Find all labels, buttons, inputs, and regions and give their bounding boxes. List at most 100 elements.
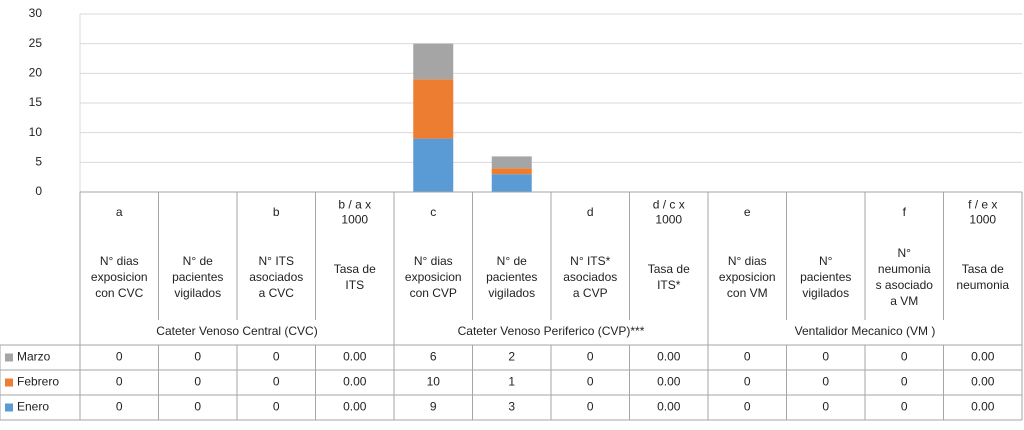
data-label: 0 [273,350,280,364]
y-tick-label: 20 [29,66,43,80]
data-label: 0 [273,400,280,414]
data-label: 0 [116,350,123,364]
x-tick-label: N° ITS [259,254,294,268]
category-code: b / a x [338,198,371,212]
legend-label: Febrero [17,375,59,389]
x-tick-label: a CVC [259,286,295,300]
data-label: 9 [430,400,437,414]
data-label: 0.00 [971,350,995,364]
y-tick-label: 30 [29,6,43,20]
group-label: Cateter Venoso Periferico (CVP)*** [458,324,645,338]
bar-segment [413,138,454,192]
x-tick-label: con VM [727,286,768,300]
legend-swatch [5,403,13,412]
x-tick-label: vigilados [488,286,535,300]
legend-swatch [5,353,13,362]
bar-segment [491,174,532,192]
data-label: 0.00 [343,400,367,414]
x-tick-label: con CVC [95,286,143,300]
x-tick-label: con CVP [410,286,457,300]
data-label: 0.00 [343,350,367,364]
category-code: 1000 [969,213,996,227]
data-label: 0 [116,400,123,414]
x-tick-label: Tasa de [648,262,690,276]
x-tick-label: N° dias [414,254,453,268]
data-label: 0 [194,400,201,414]
x-tick-label: a VM [890,294,918,308]
x-tick-label: N° de [183,254,213,268]
category-code: f [903,205,907,219]
x-tick-label: ITS [345,278,364,292]
category-code: 1000 [341,213,368,227]
x-tick-label: neumonia [878,262,931,276]
data-label: 0.00 [971,375,995,389]
category-code: a [116,205,123,219]
x-tick-label: N° [819,254,833,268]
y-tick-label: 25 [29,36,43,50]
data-label: 0 [822,400,829,414]
group-label: Cateter Venoso Central (CVC) [156,324,317,338]
y-tick-label: 0 [35,184,42,198]
x-tick-label: pacientes [172,270,223,284]
category-code: d / c x [653,198,685,212]
group-label: Ventalidor Mecanico (VM ) [795,324,936,338]
data-label: 0 [194,350,201,364]
y-tick-label: 5 [35,155,42,169]
data-label: 0 [744,350,751,364]
y-tick-label: 15 [29,95,43,109]
data-label: 0 [744,400,751,414]
data-label: 3 [508,400,515,414]
y-tick-label: 10 [29,125,43,139]
data-label: 0 [587,400,594,414]
data-label: 0.00 [657,400,681,414]
data-label: 0.00 [657,350,681,364]
data-label: 0 [116,375,123,389]
x-tick-label: N° dias [728,254,767,268]
data-label: 0.00 [343,375,367,389]
x-tick-label: asociados [563,270,617,284]
data-label: 0 [587,350,594,364]
data-label: 0.00 [657,375,681,389]
category-code: e [744,205,751,219]
data-label: 0.00 [971,400,995,414]
x-tick-label: N° [898,246,912,260]
bar-segment [413,43,454,80]
category-code: c [430,205,436,219]
x-tick-label: neumonia [956,278,1009,292]
x-tick-label: s asociado [876,278,934,292]
legend-label: Marzo [17,350,51,364]
x-tick-label: N° ITS* [570,254,610,268]
x-tick-label: exposicion [719,270,776,284]
x-tick-label: exposicion [91,270,148,284]
x-tick-label: a CVP [573,286,608,300]
legend-swatch [5,378,13,387]
legend-label: Enero [17,400,49,414]
data-label: 2 [508,350,515,364]
category-code: f / e x [968,198,997,212]
x-tick-label: vigilados [802,286,849,300]
data-label: 0 [587,375,594,389]
data-label: 0 [273,375,280,389]
x-tick-label: pacientes [486,270,537,284]
data-label: 0 [901,400,908,414]
bar-segment [491,168,532,175]
data-label: 10 [427,375,441,389]
data-label: 0 [822,375,829,389]
x-tick-label: N° de [497,254,527,268]
data-label: 0 [194,375,201,389]
x-tick-label: exposicion [405,270,462,284]
data-label: 0 [744,375,751,389]
data-label: 1 [508,375,515,389]
data-label: 0 [901,350,908,364]
x-tick-label: asociados [249,270,303,284]
data-label: 0 [901,375,908,389]
category-code: 1000 [655,213,682,227]
bar-segment [491,156,532,169]
data-label: 0 [822,350,829,364]
x-tick-label: ITS* [657,278,681,292]
x-tick-label: Tasa de [962,262,1004,276]
x-tick-label: pacientes [800,270,851,284]
x-tick-label: N° dias [100,254,139,268]
